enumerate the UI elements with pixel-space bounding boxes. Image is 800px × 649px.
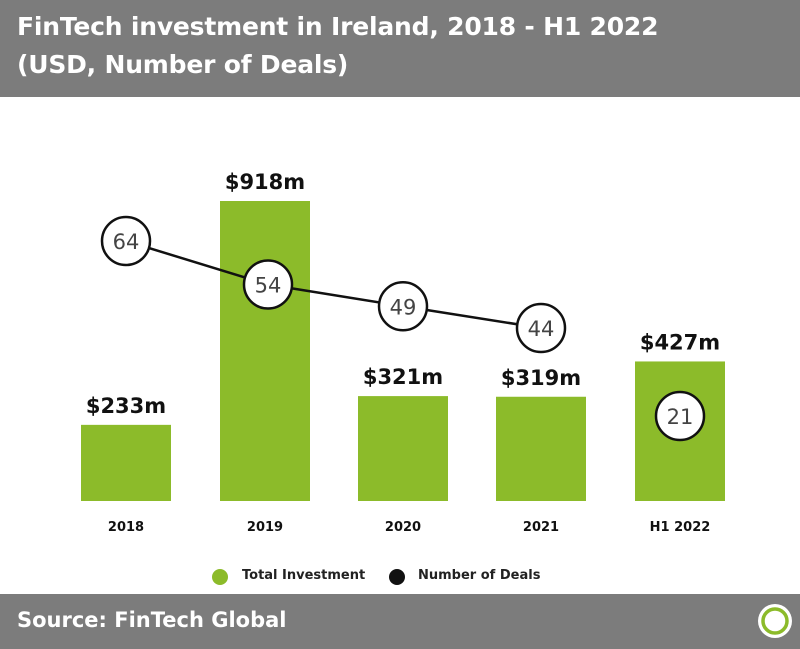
bar-value-label: $321m bbox=[363, 365, 443, 389]
bar-value-label: $427m bbox=[640, 330, 720, 354]
x-axis-tick-label: 2020 bbox=[385, 520, 421, 535]
deal-point bbox=[377, 281, 429, 332]
legend-swatch-total-investment bbox=[212, 569, 228, 585]
x-axis-tick-label: 2019 bbox=[247, 520, 283, 535]
chart-footer: Source: FinTech Global bbox=[0, 594, 800, 649]
chart-subtitle: (USD, Number of Deals) bbox=[17, 50, 349, 79]
deal-point bbox=[100, 215, 152, 267]
bar-2019 bbox=[220, 201, 310, 501]
deal-value-label: 64 bbox=[113, 230, 140, 254]
legend-label-total-investment: Total Investment bbox=[242, 568, 366, 583]
deal-value-label: 21 bbox=[667, 405, 694, 429]
deal-point bbox=[515, 302, 567, 354]
x-axis-tick-label: 2018 bbox=[108, 520, 144, 535]
bar-2018 bbox=[81, 424, 171, 501]
chart-area: $233m $918m $321m $319m $427m 2018 2019 2020 202… bbox=[0, 97, 800, 594]
chart-canvas: $233m $918m $321m $319m $427m 2018 2019 2020 202… bbox=[81, 170, 725, 535]
legend-label-number-of-deals: Number of Deals bbox=[418, 568, 541, 583]
deal-value-label: 49 bbox=[390, 295, 417, 319]
deal-point bbox=[654, 390, 706, 442]
bar-2021 bbox=[496, 396, 586, 501]
fintech-global-ring-icon bbox=[758, 604, 792, 638]
legend-swatch-number-of-deals bbox=[389, 569, 405, 585]
chart-title: FinTech investment in Ireland, 2018 - H1… bbox=[17, 12, 659, 41]
deal-point bbox=[242, 259, 294, 310]
x-axis-tick-label: H1 2022 bbox=[650, 520, 711, 535]
deal-value-label: 54 bbox=[255, 274, 282, 298]
chart-header: FinTech investment in Ireland, 2018 - H1… bbox=[0, 0, 800, 97]
bar-value-label: $918m bbox=[225, 170, 305, 194]
x-axis-tick-label: 2021 bbox=[523, 520, 559, 535]
bar-value-label: $233m bbox=[86, 394, 166, 418]
deal-value-label: 44 bbox=[528, 317, 555, 341]
source-note: Source: FinTech Global bbox=[17, 608, 287, 632]
deals-line bbox=[125, 239, 542, 330]
bar-value-label: $319m bbox=[501, 366, 581, 390]
bar-2020 bbox=[358, 396, 448, 501]
